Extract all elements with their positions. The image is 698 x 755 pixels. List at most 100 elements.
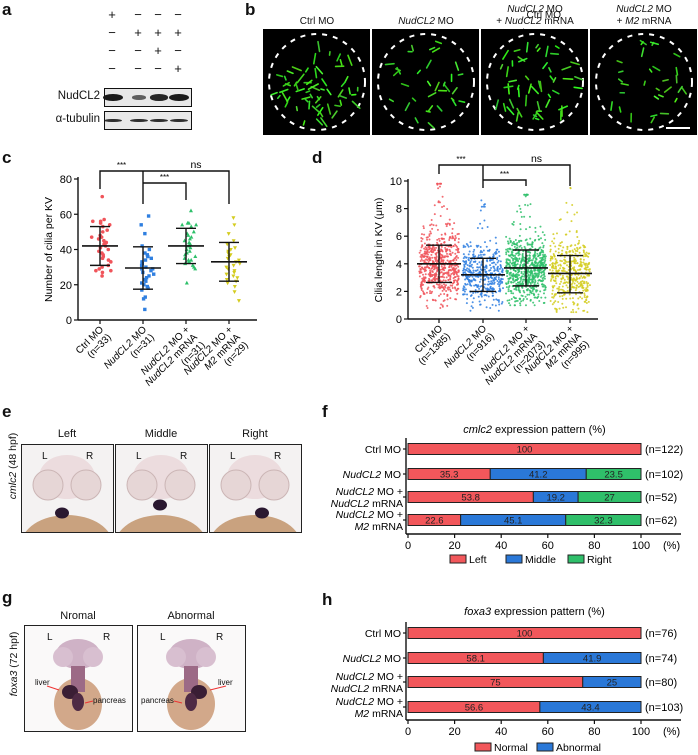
cilium [291, 66, 302, 72]
data-point [514, 263, 517, 266]
data-point [423, 252, 426, 255]
data-point [551, 276, 554, 279]
data-point [437, 187, 440, 190]
data-point [435, 272, 438, 275]
data-point [558, 218, 561, 221]
right-marker: R [274, 451, 282, 462]
cilium [283, 75, 287, 81]
data-point [457, 237, 460, 240]
data-point [150, 267, 155, 271]
cilium [495, 99, 500, 110]
data-point [423, 293, 426, 296]
data-point [483, 294, 486, 297]
category-label: Ctrl MO [365, 628, 401, 640]
data-point [569, 245, 572, 248]
data-point [571, 297, 574, 300]
data-point [571, 204, 574, 207]
data-point [439, 268, 442, 271]
cilium [574, 75, 584, 81]
data-point [585, 301, 588, 304]
data-point [501, 278, 504, 281]
data-point [428, 233, 431, 236]
data-point [542, 285, 545, 288]
data-point [565, 260, 568, 263]
data-point [467, 258, 470, 261]
data-point [542, 264, 545, 267]
chart-title: foxa3 expression pattern (%) [464, 606, 605, 618]
data-point [511, 248, 514, 251]
data-point [534, 250, 537, 253]
data-point [451, 232, 454, 235]
significance-label: *** [456, 155, 465, 164]
data-point [233, 246, 238, 250]
data-point [492, 282, 495, 285]
data-point [438, 294, 441, 297]
data-point [523, 215, 526, 218]
data-point [549, 268, 552, 271]
data-point [468, 265, 471, 268]
category-label: M2 mRNA [355, 708, 403, 720]
cilium [457, 73, 464, 76]
data-point [570, 311, 573, 314]
data-point [565, 251, 568, 254]
legend-label: Left [469, 554, 487, 566]
minus-sign: − [108, 43, 116, 58]
bar-segment [585, 468, 642, 480]
pancreas-label: pancreas [141, 696, 174, 705]
data-point [543, 289, 546, 292]
data-point [444, 232, 447, 235]
data-point [578, 247, 581, 250]
image-title: Abnormal [167, 610, 215, 622]
data-point [510, 297, 513, 300]
data-point [473, 248, 476, 251]
data-point [567, 278, 570, 281]
data-point [568, 230, 571, 233]
data-point [528, 215, 531, 218]
data-point [469, 309, 472, 312]
cilium [348, 87, 351, 95]
data-point [479, 209, 482, 212]
cilium [681, 86, 687, 95]
body-trunk [184, 666, 198, 692]
data-point [448, 218, 451, 221]
data-point [100, 274, 104, 278]
data-point [478, 280, 481, 283]
bar-value-label: 41.2 [529, 470, 548, 481]
data-point [585, 254, 588, 257]
data-point [573, 266, 576, 269]
cilium [321, 78, 328, 87]
cilium [334, 104, 341, 108]
data-point [232, 223, 237, 228]
data-point [422, 273, 425, 276]
cilium [414, 117, 419, 124]
data-point [555, 259, 558, 262]
data-point [436, 269, 439, 272]
data-point [538, 268, 541, 271]
data-point [426, 255, 429, 258]
data-point [515, 286, 518, 289]
data-point [420, 271, 423, 274]
data-point [507, 288, 510, 291]
data-point [507, 254, 510, 257]
data-point [431, 273, 434, 276]
data-point [573, 302, 576, 305]
data-point [524, 239, 527, 242]
data-point [518, 245, 521, 248]
cilium [524, 75, 530, 81]
data-point [435, 255, 438, 258]
data-point [527, 257, 530, 260]
data-point [528, 293, 531, 296]
data-point [448, 222, 451, 225]
data-point [529, 299, 532, 302]
bar-value-label: 45.1 [504, 516, 522, 527]
minus-sign: − [108, 25, 116, 40]
data-point [584, 266, 587, 269]
liver-label: liver [218, 678, 233, 687]
data-point [180, 222, 185, 227]
data-point [434, 299, 437, 302]
data-point [511, 251, 514, 254]
data-point [543, 233, 546, 236]
title-text: M2 [625, 16, 640, 27]
data-point [584, 288, 587, 291]
data-point [452, 245, 455, 248]
